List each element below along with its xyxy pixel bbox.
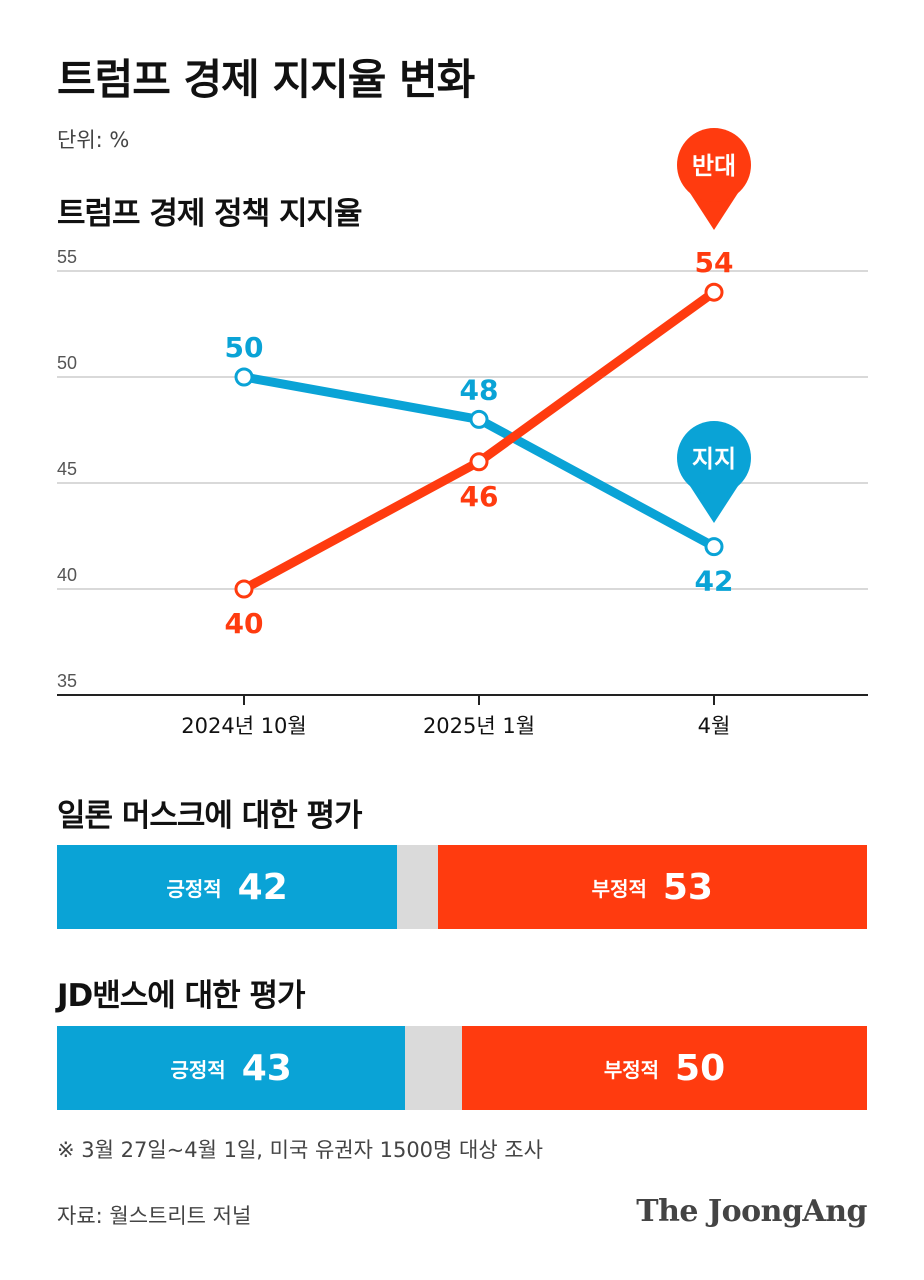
unit-label: 단위: % [57,128,130,152]
vance-negative-value: 50 [675,1047,726,1089]
y-tick-label-45: 45 [57,459,77,479]
legend-pin-support-pointer [690,486,738,523]
legend-pin-oppose-bubble [677,128,751,202]
vance-positive-value: 43 [241,1047,292,1089]
page-title: 트럼프 경제 지지율 변화 [57,55,475,104]
musk-section-title: 일론 머스크에 대한 평가 [57,798,363,834]
x-tick-label-1: 2025년 1월 [423,714,535,738]
data-point-1-1 [469,452,489,472]
musk-positive-segment: 긍정적 42 [57,845,398,929]
data-point-0-1 [469,409,489,429]
legend-pin-support-bubble [677,421,751,495]
legend-pin-support-label: 지지 [692,445,736,473]
vance-negative-label: 부정적 [603,1057,660,1082]
vance-positive-segment: 긍정적 43 [57,1026,406,1110]
data-label-0-2: 42 [695,565,734,598]
musk-negative-value: 53 [662,866,713,908]
data-label-1-1: 46 [460,480,499,513]
data-label-0-1: 48 [460,373,499,406]
y-tick-label-40: 40 [57,565,77,585]
series-line-1 [239,287,719,594]
vance-rating-bar: 긍정적 43 부정적 50 [57,1026,867,1110]
data-point-0-0 [234,367,254,387]
x-tick-label-2: 4월 [698,714,731,738]
musk-negative-segment: 부정적 53 [437,845,867,929]
vance-negative-segment: 부정적 50 [462,1026,867,1110]
data-point-0-2 [704,537,724,557]
vance-positive-label: 긍정적 [170,1057,226,1082]
footnote: ※ 3월 27일~4월 1일, 미국 유권자 1500명 대상 조사 [57,1138,543,1162]
musk-rating-bar: 긍정적 42 부정적 53 [57,845,867,929]
x-tick-label-0: 2024년 10월 [181,714,306,738]
legend-pin-oppose-pointer [690,193,738,230]
data-point-1-2 [704,282,724,302]
y-tick-label-35: 35 [57,671,77,691]
musk-positive-value: 42 [237,866,288,908]
legend-pin-oppose-label: 반대 [692,152,736,180]
musk-negative-label: 부정적 [591,876,647,901]
source-credit: 자료: 월스트리트 저널 [57,1204,252,1228]
y-tick-label-50: 50 [57,353,77,373]
data-point-1-0 [234,579,254,599]
vance-section-title: JD밴스에 대한 평가 [57,978,305,1014]
y-tick-label-55: 55 [57,247,77,267]
data-label-1-0: 40 [225,607,264,640]
line-chart: 35 40 45 50 55 2024년 10월 2025년 1월 4월 50 48 42 40 46 5… [57,128,868,738]
chart-subtitle: 트럼프 경제 정책 지지율 [57,196,363,232]
musk-positive-label: 긍정적 [166,876,222,901]
brand-logo: The JoongAng [636,1194,867,1229]
data-label-0-0: 50 [225,331,264,364]
data-label-1-2: 54 [695,246,734,279]
